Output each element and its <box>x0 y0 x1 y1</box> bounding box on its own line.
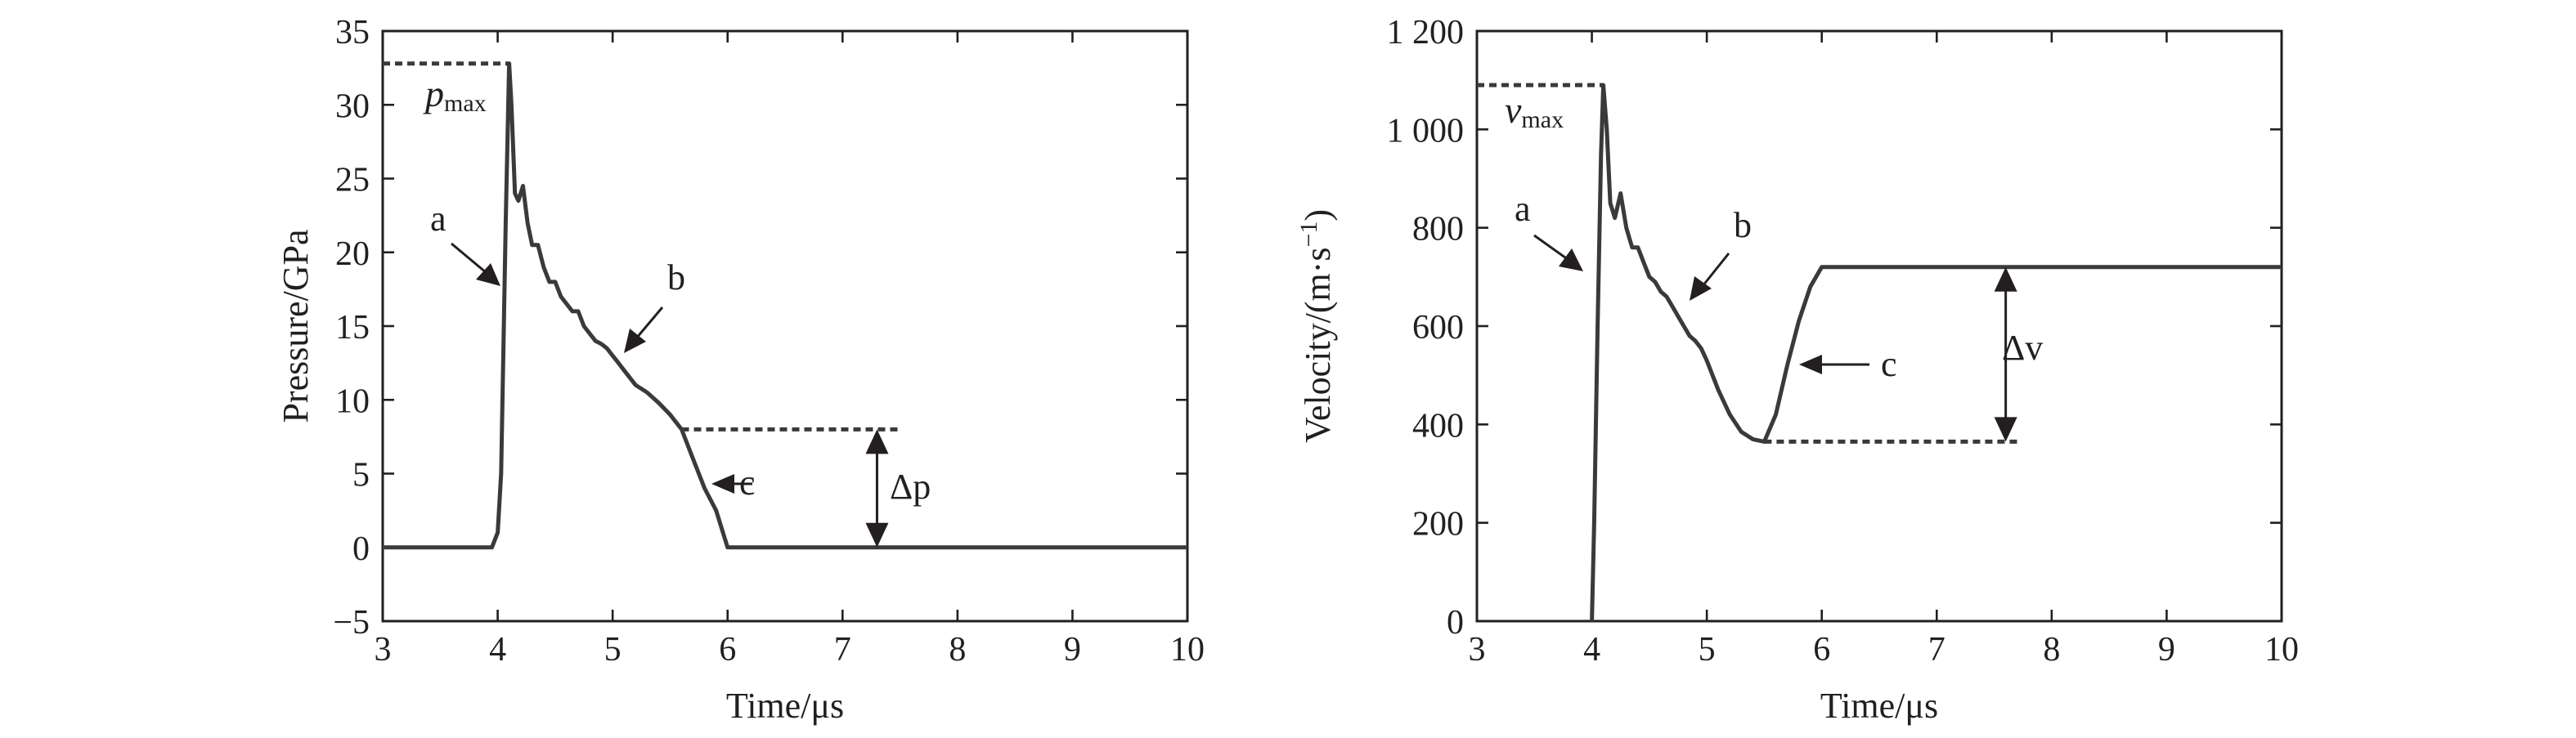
velocity-delta-text: Δv <box>2002 328 2043 368</box>
pressure-y-tick-label: −5 <box>333 604 370 642</box>
pressure-chart: 3 4 5 6 7 8 9 10 −5 0 5 10 15 20 25 30 35 Time/μs Press… <box>276 14 1205 726</box>
pressure-y-axis-label: Pressure/GPa <box>276 229 316 423</box>
velocity-vmax-main: v <box>1505 89 1522 131</box>
pressure-y-tick-label: 10 <box>335 382 370 420</box>
pressure-delta-label: Δp <box>890 467 931 507</box>
pressure-x-axis-label: Time/μs <box>726 686 844 726</box>
velocity-y-tick-label: 800 <box>1412 211 1464 248</box>
velocity-vmax-sub: max <box>1521 106 1564 133</box>
velocity-x-axis-label: Time/μs <box>1820 686 1938 726</box>
pressure-annotation-b: b <box>624 257 685 353</box>
velocity-y-tick-label: 0 <box>1447 604 1464 642</box>
pressure-y-tick-label: 30 <box>335 87 370 125</box>
velocity-annotation-b: b <box>1690 205 1752 301</box>
velocity-x-tick-label: 5 <box>1699 631 1716 669</box>
pressure-y-tick-label: 35 <box>335 14 370 51</box>
velocity-y-ticks: 0 200 400 600 800 1 000 1 200 <box>1387 14 2282 642</box>
pressure-x-tick-label: 5 <box>604 631 622 669</box>
pressure-x-tick-label: 7 <box>834 631 851 669</box>
velocity-a-arrow-shaft <box>1533 234 1569 262</box>
pressure-c-arrow-head <box>711 474 734 494</box>
pressure-pmax-sub: max <box>444 90 487 117</box>
pressure-pmax-label: pmax <box>423 73 487 117</box>
velocity-b-arrow-head <box>1690 276 1712 301</box>
pressure-b-arrow-shaft <box>635 306 664 339</box>
velocity-y-tick-label: 1 000 <box>1387 112 1465 150</box>
pressure-delta-arrow-head-top <box>865 429 889 454</box>
pressure-b-arrow-head <box>624 329 646 353</box>
pressure-delta-text: Δp <box>890 467 931 507</box>
velocity-a-label: a <box>1515 189 1531 229</box>
velocity-y-tick-label: 200 <box>1412 506 1464 543</box>
pressure-y-tick-label: 20 <box>335 235 370 273</box>
velocity-x-tick-label: 4 <box>1583 631 1600 669</box>
velocity-y-tick-label: 400 <box>1412 407 1464 445</box>
velocity-b-label: b <box>1734 205 1752 245</box>
pressure-x-tick-label: 9 <box>1064 631 1081 669</box>
pressure-a-label: a <box>430 199 447 239</box>
velocity-x-tick-label: 10 <box>2264 631 2299 669</box>
velocity-delta-arrow-head-top <box>1994 266 2017 292</box>
velocity-y-tick-label: 1 200 <box>1387 14 1465 51</box>
pressure-pmax-main: p <box>423 73 444 114</box>
pressure-b-label: b <box>667 257 685 297</box>
pressure-y-ticks: −5 0 5 10 15 20 25 30 35 <box>333 14 1187 642</box>
velocity-x-tick-label: 3 <box>1469 631 1486 669</box>
velocity-x-tick-label: 9 <box>2158 631 2175 669</box>
velocity-x-tick-label: 6 <box>1813 631 1830 669</box>
velocity-chart: 3 4 5 6 7 8 9 10 0 200 400 600 800 1 000 1 200 Time/μ… <box>1295 14 2299 726</box>
velocity-annotation-c: c <box>1799 344 1897 384</box>
velocity-y-axis-label-main: Velocity/(m·s <box>1298 248 1338 444</box>
pressure-annotation-c: c <box>711 463 756 503</box>
pressure-y-tick-label: 5 <box>352 457 370 494</box>
velocity-c-label: c <box>1881 344 1897 384</box>
pressure-delta-arrow <box>865 429 889 548</box>
pressure-series-line <box>383 61 1187 550</box>
pressure-y-tick-label: 15 <box>335 309 370 347</box>
velocity-c-arrow-head <box>1799 355 1822 374</box>
velocity-a-arrow-head <box>1559 248 1583 271</box>
pressure-annotation-a: a <box>430 199 500 286</box>
velocity-y-axis-label-sup: −1 <box>1295 221 1322 248</box>
pressure-delta-arrow-head-bottom <box>865 522 889 548</box>
velocity-annotation-a: a <box>1515 189 1583 271</box>
velocity-delta-arrow-head-bottom <box>1994 417 2017 442</box>
pressure-a-arrow-head <box>476 263 500 286</box>
velocity-vmax-label: vmax <box>1505 89 1564 133</box>
pressure-a-arrow-shaft <box>451 242 487 275</box>
velocity-y-axis-label-tail: ) <box>1298 209 1338 221</box>
velocity-b-arrow-shaft <box>1701 253 1730 287</box>
pressure-x-ticks: 3 4 5 6 7 8 9 10 <box>375 31 1205 669</box>
pressure-x-tick-label: 6 <box>719 631 736 669</box>
pressure-x-tick-label: 3 <box>375 631 392 669</box>
pressure-x-tick-label: 4 <box>489 631 506 669</box>
velocity-y-tick-label: 600 <box>1412 309 1464 347</box>
pressure-x-tick-label: 8 <box>949 631 966 669</box>
pressure-x-tick-label: 10 <box>1170 631 1205 669</box>
velocity-delta-arrow <box>1994 266 2017 442</box>
pressure-y-tick-label: 0 <box>352 530 370 568</box>
velocity-x-ticks: 3 4 5 6 7 8 9 10 <box>1469 31 2299 669</box>
velocity-delta-label: Δv <box>2002 328 2043 368</box>
velocity-series-line <box>1590 83 2282 622</box>
velocity-x-tick-label: 8 <box>2043 631 2060 669</box>
velocity-y-axis-label: Velocity/(m·s−1) <box>1295 209 1338 443</box>
velocity-x-tick-label: 7 <box>1928 631 1945 669</box>
pressure-y-tick-label: 25 <box>335 162 370 199</box>
